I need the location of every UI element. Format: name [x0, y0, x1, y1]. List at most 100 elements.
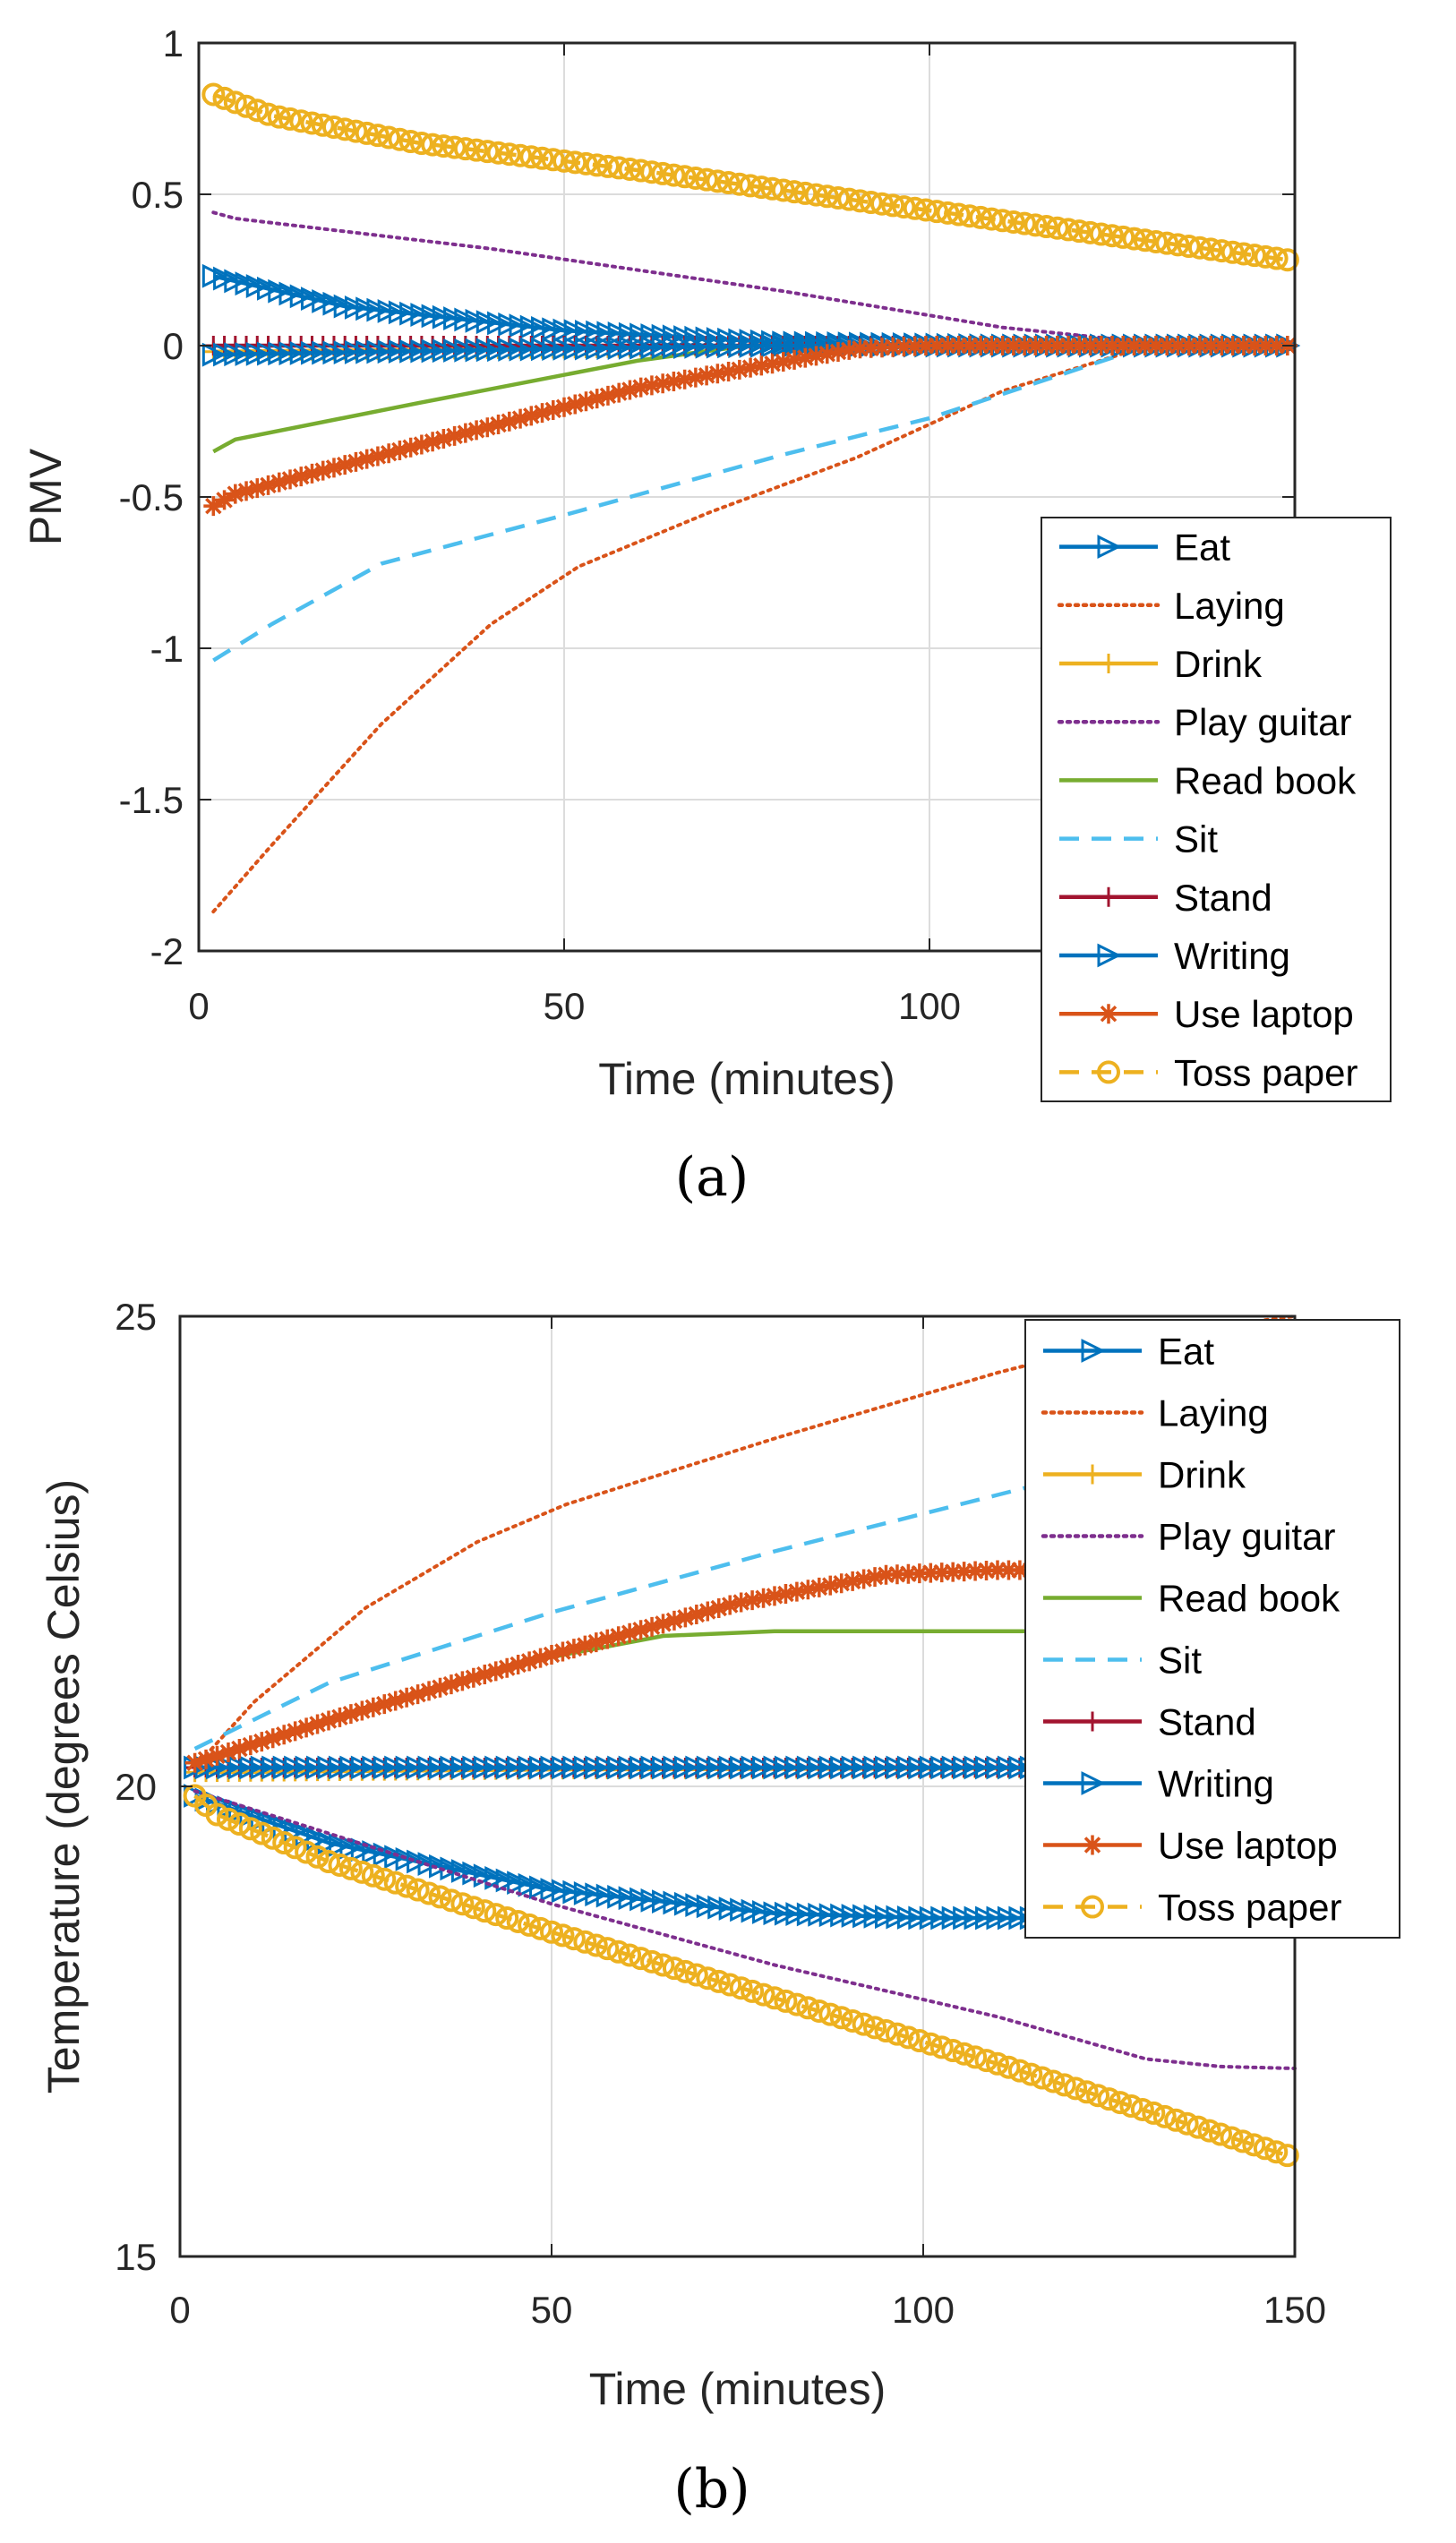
data-point — [653, 1614, 673, 1634]
legend-marker — [1083, 1464, 1102, 1485]
y-tick-label: -0.5 — [119, 476, 184, 518]
data-point — [563, 150, 587, 175]
data-point — [739, 174, 763, 198]
data-point — [896, 2025, 921, 2050]
data-point — [346, 451, 366, 472]
panel-b-chart: 0 50 100 150 15 20 25 Time (minutes) Temperature… — [39, 1296, 1400, 2521]
panel-a-chart: 0 50 100 -2 -1.5 -1 -0.5 0 0.5 1 Time (minutes) PMV… — [21, 22, 1392, 1209]
data-point — [1009, 1560, 1030, 1580]
legend-label: Drink — [1174, 643, 1263, 685]
data-point — [289, 109, 313, 133]
data-point — [1091, 336, 1111, 355]
data-point — [441, 1674, 461, 1695]
legend-marker — [1097, 535, 1122, 560]
data-point — [488, 414, 509, 434]
data-point — [1080, 336, 1101, 355]
data-point — [662, 1956, 686, 1981]
data-point — [998, 1560, 1019, 1580]
data-point — [1052, 2073, 1076, 2097]
data-point — [630, 1620, 651, 1640]
legend-label: Eat — [1158, 1331, 1214, 1373]
data-point — [313, 460, 333, 481]
data-point — [574, 151, 598, 176]
legend-label: Play guitar — [1174, 701, 1351, 743]
legend-marker — [1081, 1339, 1106, 1363]
legend-marker — [1099, 886, 1118, 907]
data-point — [543, 399, 563, 420]
data-point — [1275, 2144, 1299, 2168]
data-point — [453, 137, 477, 161]
data-point — [528, 1916, 552, 1940]
data-point — [1007, 2059, 1032, 2083]
data-point — [853, 1569, 874, 1589]
data-point — [629, 158, 653, 183]
data-point — [1101, 224, 1124, 248]
x-axis-label: Time (minutes) — [589, 2364, 886, 2414]
data-point — [363, 1697, 383, 1717]
data-point — [1133, 228, 1157, 253]
legend-item-use-laptop: Use laptop — [1059, 993, 1354, 1035]
data-point — [795, 347, 816, 368]
data-point — [508, 1655, 528, 1675]
data-point — [718, 362, 739, 382]
legend: Eat Laying Drink Play guitar Read book Sit Sta… — [1024, 1319, 1400, 1939]
data-point — [618, 1943, 642, 1967]
data-point — [773, 352, 793, 372]
data-point — [499, 411, 519, 432]
data-point — [729, 1976, 753, 2000]
y-tick-label: -1 — [150, 628, 184, 670]
data-point — [229, 1739, 250, 1759]
data-point — [484, 1903, 508, 1927]
data-point — [1057, 218, 1081, 242]
data-point — [1113, 336, 1134, 355]
data-point — [1186, 2115, 1211, 2139]
data-point — [423, 432, 443, 452]
data-point — [419, 1681, 440, 1701]
data-point — [881, 193, 905, 218]
legend-label: Stand — [1158, 1701, 1256, 1743]
series-sit — [212, 343, 1295, 663]
data-point — [1023, 213, 1048, 237]
data-point — [664, 1610, 684, 1631]
data-point — [1199, 237, 1223, 261]
legend-item-sit: Sit — [1043, 1640, 1202, 1682]
data-point — [683, 166, 707, 190]
data-point — [1097, 2087, 1121, 2111]
data-point — [1034, 215, 1058, 239]
data-point — [760, 176, 784, 201]
data-point — [620, 1623, 640, 1643]
data-point — [751, 355, 772, 376]
data-point — [586, 1632, 606, 1653]
data-point — [807, 1999, 831, 2023]
legend-item-drink: Drink — [1059, 643, 1263, 685]
data-point — [1013, 211, 1037, 235]
data-point — [1108, 2091, 1132, 2115]
x-tick-label: 50 — [544, 985, 586, 1027]
data-point — [196, 1749, 217, 1769]
data-point — [874, 2019, 898, 2042]
y-tick-label: 25 — [115, 1296, 157, 1338]
series-sit — [193, 1436, 1296, 1751]
data-point — [205, 1802, 229, 1827]
data-point — [361, 1863, 385, 1888]
data-point — [552, 149, 576, 173]
data-point — [1145, 336, 1166, 355]
data-point — [751, 1982, 775, 2007]
data-point — [1264, 2140, 1289, 2164]
legend-item-use-laptop: Use laptop — [1043, 1825, 1338, 1867]
data-point — [976, 1561, 997, 1581]
y-tick-label: 15 — [115, 2236, 157, 2278]
data-point — [576, 391, 596, 412]
data-point — [1189, 336, 1210, 355]
data-point — [1155, 231, 1179, 255]
data-point — [398, 130, 423, 154]
data-point — [885, 2022, 909, 2046]
data-point — [417, 1881, 441, 1905]
data-point — [697, 365, 717, 386]
legend-item-stand: Stand — [1043, 1701, 1256, 1743]
data-point — [541, 148, 565, 172]
series-line-sit — [193, 1436, 1296, 1751]
data-point — [696, 1966, 720, 1991]
data-point — [390, 440, 410, 460]
data-point — [509, 143, 533, 167]
